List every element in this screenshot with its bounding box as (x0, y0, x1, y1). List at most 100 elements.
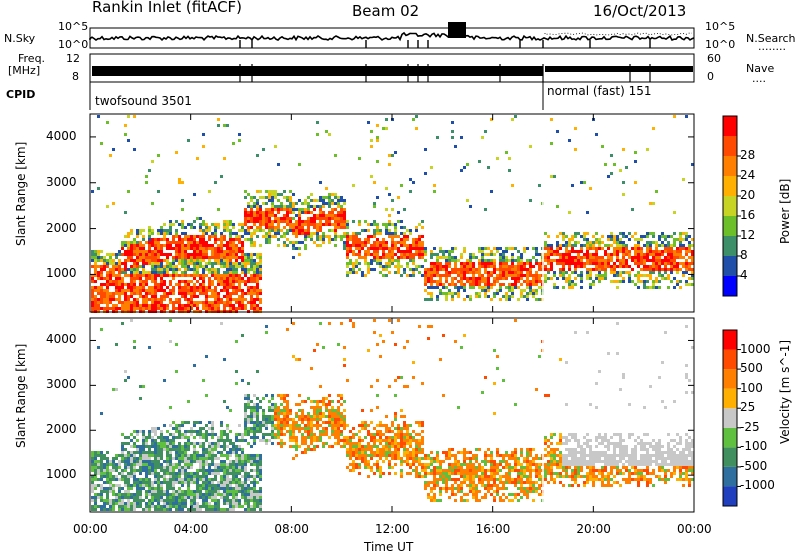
power-cell (415, 229, 418, 232)
velocity-cell (223, 442, 226, 445)
power-cell (232, 238, 235, 241)
power-cell (256, 289, 259, 292)
velocity-cell (379, 466, 382, 469)
power-cell (469, 256, 472, 259)
power-cell (202, 274, 205, 277)
power-cell (553, 259, 556, 262)
power-cell (94, 304, 97, 307)
power-cell (205, 223, 208, 226)
power-cell (259, 301, 262, 304)
power-cell (310, 235, 313, 238)
power-cell (94, 280, 97, 283)
velocity-cell (187, 466, 190, 469)
power-cell (547, 250, 550, 253)
velocity-cell (172, 433, 175, 436)
velocity-cell (154, 454, 157, 457)
power-cell (439, 274, 442, 277)
power-cell (235, 265, 238, 268)
velocity-cell (127, 463, 130, 466)
power-cell (187, 301, 190, 304)
velocity-cell (265, 433, 268, 436)
power-cell (532, 292, 535, 295)
velocity-cell (163, 481, 166, 484)
velocity-cell (301, 418, 304, 421)
velocity-cell (142, 430, 145, 433)
power-cell (502, 274, 505, 277)
power-cell (157, 232, 160, 235)
power-cell (628, 256, 631, 259)
power-cell (592, 268, 595, 271)
velocity-cell (154, 430, 157, 433)
power-cell (151, 232, 154, 235)
power-cell (196, 247, 199, 250)
power-cell (448, 250, 451, 253)
velocity-cell (91, 454, 94, 457)
power-cell (562, 274, 565, 277)
power-cell (124, 253, 127, 256)
velocity-cell (301, 439, 304, 442)
power-cell (376, 139, 379, 142)
power-cell (679, 253, 682, 256)
power-cell (256, 298, 259, 301)
power-cell (430, 277, 433, 280)
power-cell (106, 307, 109, 310)
power-cell (169, 262, 172, 265)
power-cell (214, 274, 217, 277)
velocity-cell (109, 463, 112, 466)
velocity-cell (322, 427, 325, 430)
power-cell (121, 241, 124, 244)
velocity-cell (277, 409, 280, 412)
velocity-cell (301, 433, 304, 436)
power-cell (274, 193, 277, 196)
power-cell (130, 280, 133, 283)
velocity-cell (94, 493, 97, 496)
power-cell (526, 298, 529, 301)
power-cell (655, 262, 658, 265)
power-cell (517, 256, 520, 259)
power-cell (244, 292, 247, 295)
power-cell (136, 253, 139, 256)
power-cell (559, 268, 562, 271)
power-cell (214, 229, 217, 232)
power-cell (340, 217, 343, 220)
power-cell (112, 268, 115, 271)
velocity-cell (250, 430, 253, 433)
power-cell (160, 298, 163, 301)
velocity-cell (139, 499, 142, 502)
velocity-cell (169, 502, 172, 505)
power-cell (139, 304, 142, 307)
velocity-cell (142, 436, 145, 439)
velocity-cell (190, 499, 193, 502)
power-cell (403, 253, 406, 256)
power-cell (349, 271, 352, 274)
power-cell (112, 265, 115, 268)
velocity-cell (283, 394, 286, 397)
power-cell (544, 280, 547, 283)
power-cell (181, 199, 184, 202)
power-cell (175, 220, 178, 223)
power-cell (121, 289, 124, 292)
velocity-cell (271, 433, 274, 436)
power-cell (352, 271, 355, 274)
velocity-cell (223, 481, 226, 484)
velocity-cell (316, 427, 319, 430)
power-cell (454, 265, 457, 268)
power-cell (691, 238, 694, 241)
power-cell (169, 244, 172, 247)
velocity-cell (361, 451, 364, 454)
velocity-cell (244, 439, 247, 442)
power-cell (256, 274, 259, 277)
power-cell (526, 295, 529, 298)
power-cell (232, 247, 235, 250)
velocity-cell (277, 394, 280, 397)
power-cell (523, 274, 526, 277)
velocity-cell (172, 421, 175, 424)
power-cell (103, 268, 106, 271)
velocity-cell (358, 472, 361, 475)
power-cell (538, 184, 541, 187)
velocity-cell (205, 448, 208, 451)
power-cell (316, 226, 319, 229)
power-cell (685, 247, 688, 250)
velocity-cell (250, 463, 253, 466)
power-cell (214, 226, 217, 229)
